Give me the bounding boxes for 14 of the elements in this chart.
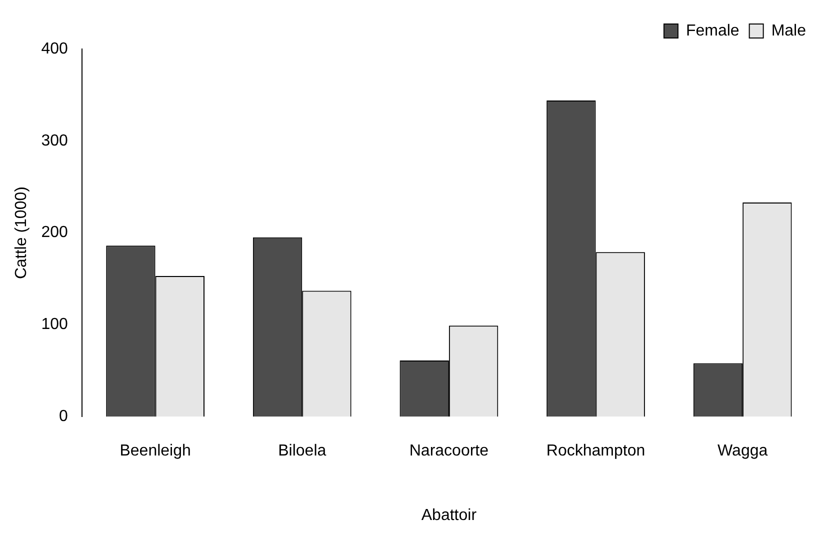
x-tick-label: Rockhampton	[546, 442, 646, 460]
x-axis-title: Abattoir	[421, 506, 478, 524]
y-tick-label: 300	[41, 132, 68, 150]
y-tick-label: 200	[41, 224, 68, 242]
x-tick-label: Biloela	[278, 442, 326, 460]
x-tick-label: Beenleigh	[120, 442, 191, 460]
legend-label: Female	[686, 22, 740, 40]
legend-label: Male	[771, 22, 806, 40]
x-tick-label: Wagga	[718, 442, 768, 460]
y-tick-label: 0	[58, 408, 68, 426]
y-tick-label: 400	[41, 40, 68, 58]
y-tick-label: 100	[41, 316, 68, 334]
y-axis-title: Cattle (1000)	[13, 186, 30, 280]
x-tick-label: Naracoorte	[409, 442, 489, 460]
